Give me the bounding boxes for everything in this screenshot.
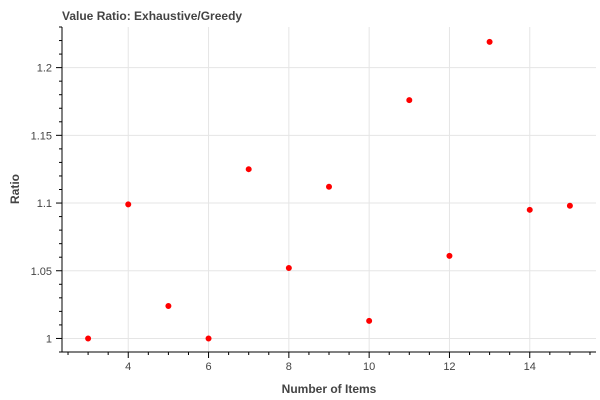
data-point [245,166,252,173]
x-tick-label: 4 [125,361,131,373]
data-point [406,97,413,104]
data-point [526,206,533,213]
data-point [125,201,132,208]
y-tick-label: 1.2 [37,63,52,75]
x-tick-label: 6 [205,361,211,373]
data-point [446,252,453,259]
x-tick-label: 8 [286,361,292,373]
x-axis-label: Number of Items [282,382,377,396]
data-point [85,335,92,342]
grid [62,27,596,352]
chart-title: Value Ratio: Exhaustive/Greedy [62,9,242,23]
x-tick-label: 10 [363,361,375,373]
data-points [85,38,573,342]
data-point [366,317,373,324]
x-ticks: 4 6 8 10 12 14 [67,352,591,373]
data-point [165,302,172,309]
y-tick-label: 1 [46,333,52,345]
x-tick-label: 12 [443,361,455,373]
x-tick-label: 14 [524,361,536,373]
y-tick-label: 1.15 [31,130,52,142]
data-point [205,335,212,342]
data-point [326,183,332,190]
data-point [566,202,573,209]
y-axis-label: Ratio [8,174,22,204]
y-tick-label: 1.05 [31,266,52,278]
data-point [486,38,493,45]
y-tick-label: 1.1 [37,198,52,210]
data-point [285,265,292,272]
y-ticks: 1 1.05 1.1 1.15 1.2 [31,26,62,353]
